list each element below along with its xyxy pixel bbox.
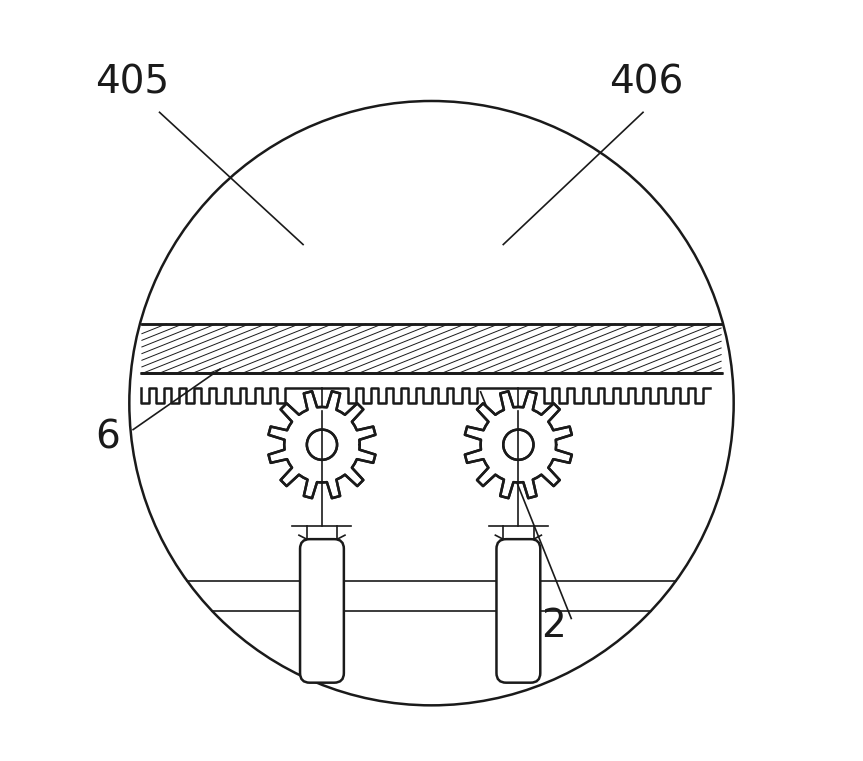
Text: 2: 2 bbox=[541, 607, 566, 645]
Polygon shape bbox=[268, 391, 375, 498]
Text: 6: 6 bbox=[95, 418, 120, 456]
Text: 406: 406 bbox=[609, 63, 683, 101]
FancyBboxPatch shape bbox=[300, 539, 343, 683]
Polygon shape bbox=[465, 391, 572, 498]
Bar bbox=[142, 324, 721, 373]
Text: 405: 405 bbox=[95, 63, 169, 101]
FancyBboxPatch shape bbox=[496, 539, 540, 683]
